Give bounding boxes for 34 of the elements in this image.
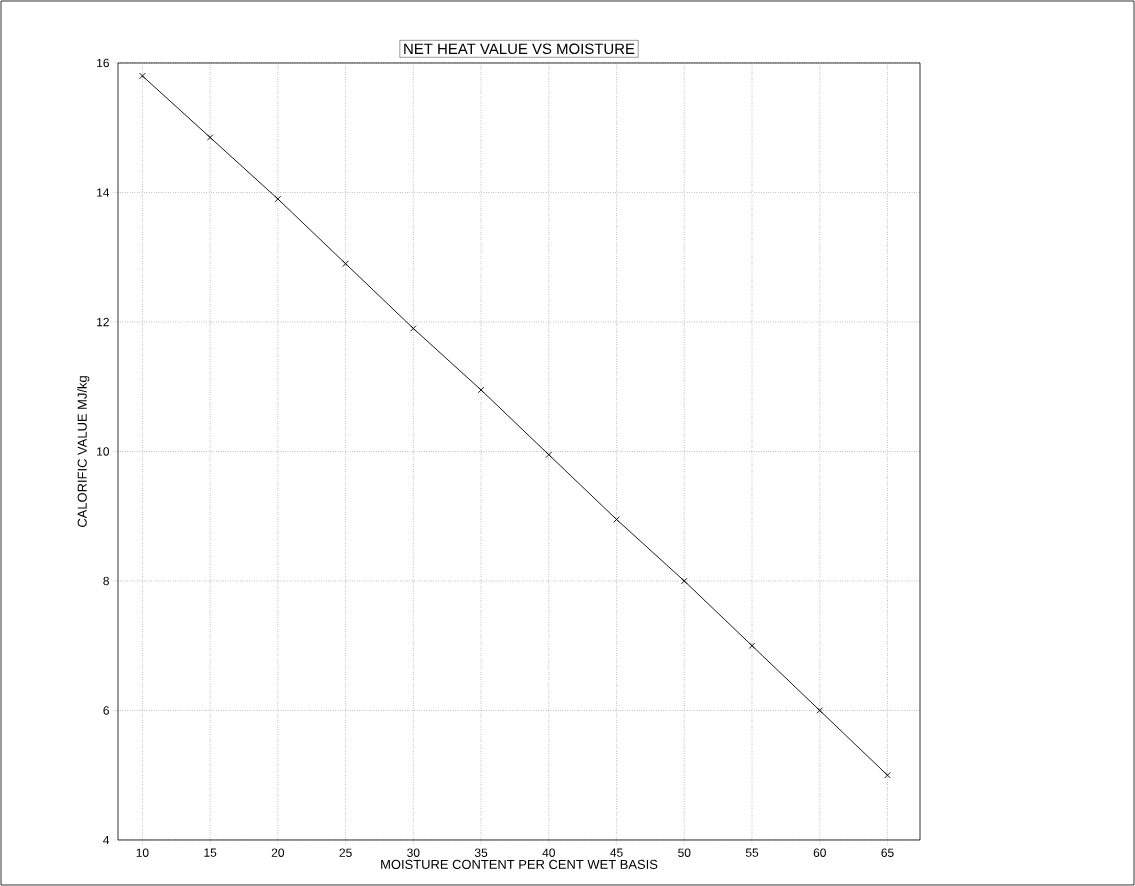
point	[410, 325, 417, 332]
point	[139, 72, 146, 80]
point	[884, 771, 891, 779]
x-tick-label: 60	[813, 848, 826, 857]
point	[613, 516, 620, 523]
y-tick-label: 8	[103, 576, 109, 586]
x-tick-label: 50	[678, 848, 691, 857]
x-tick-label: 10	[136, 848, 149, 857]
x-axis-title: MOISTURE CONTENT PER CENT WET BASIS	[381, 859, 658, 869]
point	[477, 386, 485, 394]
point	[206, 134, 214, 141]
x-tick-label: 30	[407, 848, 420, 857]
x-tick-label: 65	[881, 848, 894, 857]
x-tick-label: 20	[271, 848, 285, 857]
x-tick-label: 45	[610, 848, 623, 857]
chart-title: NET HEAT VALUE VS MOISTURE	[404, 43, 635, 55]
y-tick-label: 14	[97, 188, 110, 197]
y-tick-label: 4	[103, 835, 110, 845]
x-tick-label: 55	[745, 848, 759, 857]
point	[816, 707, 824, 714]
point	[342, 260, 349, 267]
y-tick-label: 6	[103, 706, 109, 715]
y-tick-label: 10	[97, 447, 110, 456]
x-tick-label: 35	[474, 848, 488, 857]
point	[545, 451, 553, 458]
point	[681, 577, 688, 585]
x-tick-label: 40	[542, 848, 555, 857]
y-tick-label: 12	[97, 317, 109, 327]
x-tick-label: 15	[204, 848, 217, 857]
point	[748, 642, 756, 650]
x-tick-label: 25	[339, 848, 352, 857]
point	[274, 195, 282, 203]
y-axis-title: CALORIFIC VALUE MJ/kg	[77, 376, 90, 527]
y-tick-label: 16	[97, 58, 109, 68]
